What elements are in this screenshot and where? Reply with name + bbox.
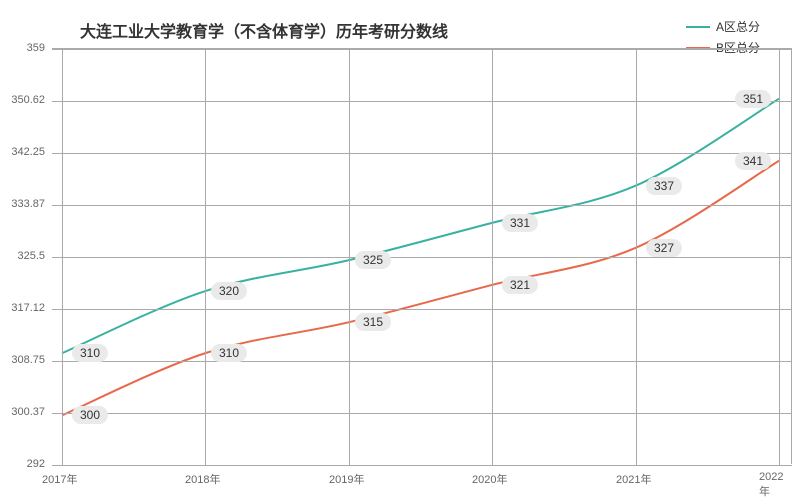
series-line	[62, 161, 779, 416]
x-axis-label: 2017年	[42, 471, 77, 487]
data-label: 321	[502, 276, 538, 294]
y-axis-label: 342.25	[11, 146, 45, 158]
chart-container: 大连工业大学教育学（不含体育学）历年考研分数线 A区总分B区总分 292300.…	[0, 0, 800, 500]
y-gridline	[52, 361, 792, 362]
y-gridline	[52, 101, 792, 102]
x-axis-label: 2019年	[329, 471, 364, 487]
data-label: 320	[211, 282, 247, 300]
legend-label: A区总分	[716, 18, 760, 35]
data-label: 300	[72, 406, 108, 424]
x-gridline	[636, 49, 637, 465]
chart-title: 大连工业大学教育学（不含体育学）历年考研分数线	[80, 18, 448, 42]
y-gridline	[52, 153, 792, 154]
y-axis-label: 333.87	[11, 198, 45, 210]
x-axis-label: 2021年	[616, 471, 651, 487]
data-label: 310	[211, 344, 247, 362]
x-gridline	[779, 49, 780, 465]
series-line	[62, 99, 779, 354]
y-axis-label: 300.37	[11, 406, 45, 418]
x-gridline	[492, 49, 493, 465]
y-axis-label: 308.75	[11, 354, 45, 366]
y-gridline	[52, 257, 792, 258]
data-label: 337	[646, 177, 682, 195]
y-gridline	[52, 465, 792, 466]
y-axis-label: 359	[27, 42, 45, 54]
y-axis-label: 292	[27, 458, 45, 470]
y-axis-label: 325.5	[17, 250, 45, 262]
y-gridline	[52, 205, 792, 206]
data-label: 325	[355, 251, 391, 269]
y-gridline	[52, 309, 792, 310]
x-gridline	[205, 49, 206, 465]
x-axis-label: 2018年	[185, 471, 220, 487]
y-gridline	[52, 49, 792, 50]
data-label: 331	[502, 214, 538, 232]
x-axis-label: 2022年	[759, 471, 791, 499]
data-label: 315	[355, 313, 391, 331]
data-label: 310	[72, 344, 108, 362]
legend-line	[686, 26, 710, 28]
data-label: 327	[646, 239, 682, 257]
plot-area: 292300.37308.75317.12325.5333.87342.2535…	[52, 48, 792, 464]
y-axis-label: 317.12	[11, 302, 45, 314]
legend-item: A区总分	[686, 18, 760, 35]
x-gridline	[349, 49, 350, 465]
y-gridline	[52, 413, 792, 414]
data-label: 351	[735, 90, 771, 108]
x-axis-label: 2020年	[472, 471, 507, 487]
x-gridline	[62, 49, 63, 465]
data-label: 341	[735, 152, 771, 170]
y-axis-label: 350.62	[11, 94, 45, 106]
